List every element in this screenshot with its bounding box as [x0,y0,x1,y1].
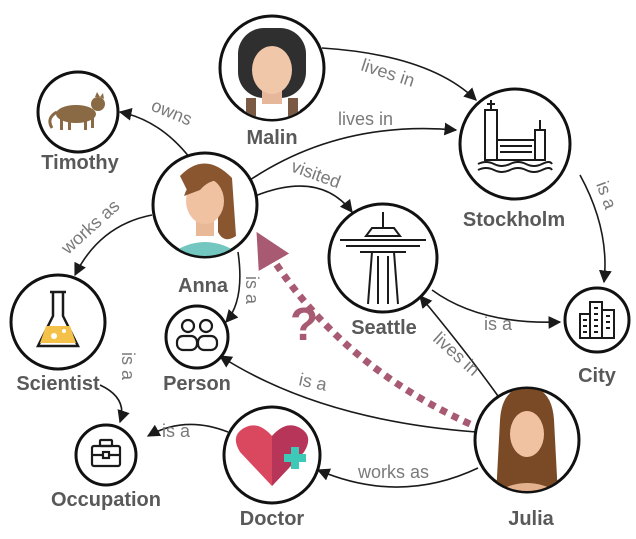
edge-label-anna-stockholm: lives in [338,109,393,129]
heart-medical-icon [235,425,309,486]
woman-avatar-icon [160,163,250,256]
node-doctor[interactable]: Doctor [222,405,322,530]
node-seattle-label: Seattle [351,317,417,339]
people-icon [175,318,219,352]
edge-label-seattle-city: is a [484,314,513,334]
node-malin-label: Malin [246,127,297,149]
woman-avatar-icon [228,28,316,119]
buildings-icon [579,301,615,339]
node-anna[interactable]: Anna [151,151,259,297]
node-seattle-circle [327,202,439,314]
edge-anna-seattle [254,185,353,214]
edge-label-doctor-occupation: is a [162,421,191,441]
edge-doctor-occupation [146,423,229,437]
edge-label-anna-timothy: owns [149,95,195,129]
node-city[interactable]: City [563,286,631,387]
node-timothy-label: Timothy [41,152,119,174]
query-question-mark: ? [290,298,318,350]
edge-label-anna-person: is a [242,276,262,305]
space-needle-icon [340,212,426,305]
edge-anna-stockholm [249,122,458,181]
edges [74,47,612,488]
node-seattle[interactable]: Seattle [327,202,439,339]
node-anna-label: Anna [178,275,229,297]
edge-julia-person [218,355,477,433]
edge-label-stockholm-city: is a [592,179,621,213]
edge-anna-timothy [118,107,191,159]
node-person-circle [164,304,230,370]
edge-anna-scientist [74,214,153,277]
edge-label-scientist-occupation: is a [118,352,138,381]
node-malin[interactable]: Malin [218,14,326,149]
node-timothy[interactable]: Timothy [36,70,120,174]
edge-julia-doctor [316,467,479,488]
node-scientist-label: Scientist [16,373,100,395]
node-stockholm[interactable]: Stockholm [458,87,572,231]
edge-label-anna-scientist: works as [57,196,124,259]
node-scientist-circle [9,273,107,371]
node-occupation[interactable]: Occupation [51,423,161,511]
node-julia-label: Julia [508,508,554,530]
edge-malin-stockholm [321,47,477,101]
briefcase-icon [90,438,122,468]
node-occupation-label: Occupation [51,489,161,511]
edge-label-julia-person: is a [297,369,330,395]
edge-julia-seattle [419,295,499,397]
edge-label-malin-stockholm: lives in [359,55,418,91]
cat-icon [48,92,105,130]
node-person[interactable]: Person [163,304,231,395]
node-person-label: Person [163,373,231,395]
woman-avatar-icon [490,389,564,491]
city-hall-icon [477,100,553,173]
query-edge-julia-anna [256,231,472,428]
node-doctor-label: Doctor [240,508,305,530]
flask-icon [35,290,81,348]
edge-stockholm-city [579,174,612,284]
edge-label-julia-doctor: works as [357,462,429,482]
node-city-label: City [578,365,617,387]
node-stockholm-label: Stockholm [463,209,565,231]
edge-anna-person [225,251,241,323]
edge-label-julia-seattle: lives in [429,328,483,380]
node-scientist[interactable]: Scientist [9,273,107,395]
node-julia[interactable]: Julia [473,386,581,530]
node-stockholm-circle [458,87,572,201]
edge-scientist-occupation [99,384,130,424]
edge-seattle-city [431,289,562,329]
